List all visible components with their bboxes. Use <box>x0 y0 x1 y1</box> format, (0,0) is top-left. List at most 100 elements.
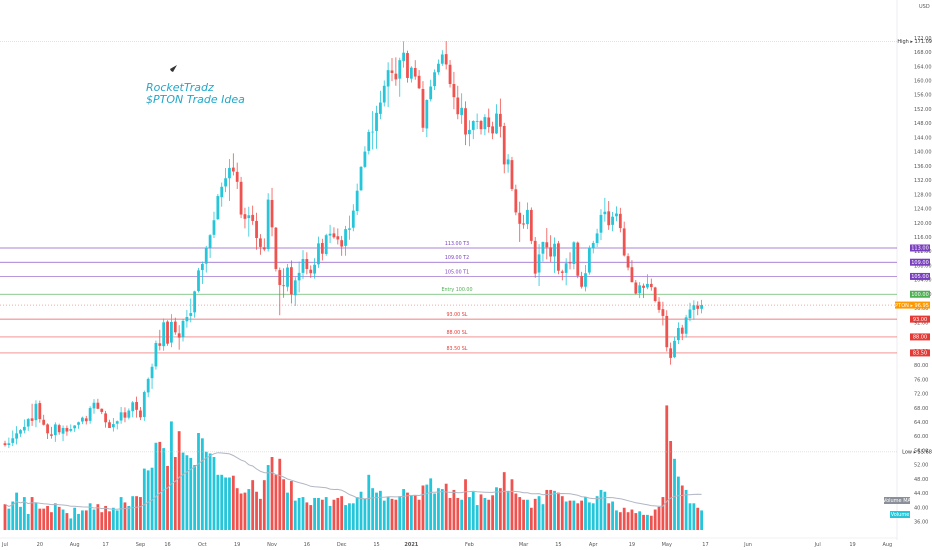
candle-body <box>471 120 475 130</box>
candle-body <box>344 229 347 246</box>
candle-body <box>402 52 406 61</box>
candle-body <box>336 236 340 240</box>
candle-body <box>688 309 692 319</box>
candle-body <box>433 72 436 87</box>
volume-bar <box>15 492 19 530</box>
candle-body <box>266 199 270 250</box>
candle-body <box>394 73 398 80</box>
volume-ma-line <box>4 452 702 510</box>
price-tick-label: 48.00 <box>914 477 928 483</box>
volume-bar <box>591 503 595 530</box>
volume-bar <box>468 497 471 530</box>
volume-bar <box>332 499 336 530</box>
time-tick-label: 15 <box>555 542 561 548</box>
time-axis: Jul 20 Aug 17 Sep 16 Oct 19 Nov 16 Dec 15 2021 Feb Mar… <box>0 537 897 548</box>
candle-body <box>108 422 111 428</box>
candle-body <box>216 196 220 220</box>
volume-bar <box>402 489 406 530</box>
time-tick-label: 2021 <box>404 542 418 548</box>
volume-bar <box>305 502 309 530</box>
volume-bar <box>452 489 456 530</box>
level-axis-tag-bg <box>910 272 930 280</box>
volume-bar <box>700 510 703 530</box>
volume-bar <box>270 457 274 530</box>
level-axis-tag-bg <box>910 290 930 298</box>
price-tick-label: 132.00 <box>914 178 932 184</box>
candle-body <box>270 199 274 228</box>
volume-bar <box>282 479 286 530</box>
volume-bar <box>572 500 576 530</box>
price-tick-label: 144.00 <box>914 135 932 141</box>
candle-body <box>50 434 53 436</box>
volume-bar <box>533 498 537 530</box>
axis-tags: 113.00 109.00 105.00 100.00 93.00 88.00 83.50 P… <box>0 39 932 518</box>
candle-body <box>549 247 553 257</box>
candle-body <box>100 408 104 412</box>
candle-body <box>127 410 131 418</box>
price-tick-label: 64.00 <box>914 420 928 426</box>
volume-bar <box>289 481 293 530</box>
volume-bar <box>537 496 541 530</box>
candle-body <box>197 270 200 292</box>
volume-bar <box>266 465 270 530</box>
volume-bar <box>371 488 375 530</box>
level-axis-tag-bg <box>910 333 930 341</box>
candle-body <box>526 209 529 225</box>
candle-body <box>576 242 580 276</box>
volume-bar <box>367 474 371 530</box>
candle-body <box>529 209 533 241</box>
volume-bar <box>375 492 378 530</box>
volume-bar <box>607 503 611 530</box>
volume-bar <box>170 421 173 530</box>
price-tick-label: 112.00 <box>914 249 932 255</box>
candle-body <box>46 424 49 434</box>
volume-bar <box>394 499 398 530</box>
volume-bar <box>595 496 599 530</box>
candle-body <box>65 427 69 432</box>
candle-body <box>193 291 197 313</box>
volume-bar <box>73 507 77 530</box>
candle-body <box>81 417 84 422</box>
candle-body <box>491 126 495 134</box>
volume-bar <box>104 505 108 530</box>
currency-label: USD <box>919 4 930 10</box>
candle-body <box>413 67 417 77</box>
level-axis-tag-bg <box>910 349 930 357</box>
candle-body <box>239 181 243 215</box>
volume-bar <box>216 474 220 530</box>
volume-bar <box>514 493 518 530</box>
candle-body <box>328 233 332 236</box>
volume-bar <box>344 505 347 530</box>
candle-body <box>378 102 382 114</box>
volume-bar <box>587 502 591 530</box>
level-label: Entry 100.00 <box>441 287 472 293</box>
candle-body <box>30 418 34 421</box>
volume-bar <box>111 507 115 530</box>
candle-body <box>297 272 301 281</box>
annotation-author: RocketTradz <box>146 81 214 94</box>
time-tick-label: 17 <box>102 542 108 548</box>
time-tick-label: Jun <box>743 542 752 548</box>
volume-bar <box>626 512 630 530</box>
candle-body <box>259 238 262 247</box>
volume-bar <box>653 509 657 530</box>
volume-bar <box>382 500 386 530</box>
candle-body <box>584 273 587 287</box>
candle-body <box>591 243 595 249</box>
candle-body <box>657 301 661 310</box>
volume-bar <box>142 468 146 530</box>
volume-bar <box>398 496 402 530</box>
volume-bar <box>181 452 185 530</box>
volume-bar <box>688 503 692 530</box>
time-tick-label: Apr <box>589 542 599 548</box>
price-tick-label: 40.00 <box>914 505 928 511</box>
candle-body <box>622 228 626 256</box>
time-tick-label: Oct <box>198 542 207 548</box>
candle-body <box>673 340 676 358</box>
price-tick-label: 160.00 <box>914 79 932 85</box>
price-tick-label: 136.00 <box>914 164 932 170</box>
volume-bar <box>692 503 696 530</box>
volume-bar <box>26 513 30 530</box>
